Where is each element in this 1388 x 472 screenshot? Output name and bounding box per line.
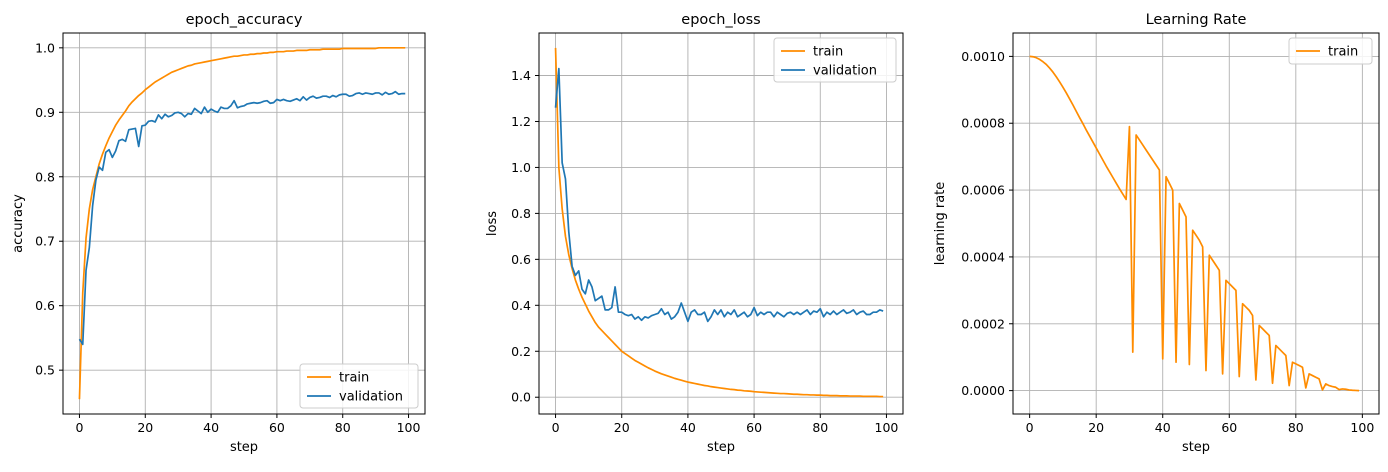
y-tick-label: 0.0006 [961, 183, 1005, 198]
y-tick-label: 0.0002 [961, 316, 1005, 331]
y-axis-label: loss [485, 211, 500, 236]
plot-frame [1012, 32, 1380, 415]
y-axis-label: learning rate [933, 182, 948, 266]
series-line-train [78, 46, 406, 400]
x-axis-label: step [230, 440, 258, 455]
plot-frame [62, 32, 426, 415]
legend-label: validation [339, 390, 403, 405]
chart-title: Learning Rate [1146, 12, 1247, 28]
legend-label: validation [813, 64, 877, 79]
y-tick-label: 0.6 [511, 252, 531, 267]
series-line-validation [554, 67, 884, 323]
y-tick-label: 0.8 [511, 206, 531, 221]
x-tick-label: 40 [203, 420, 219, 435]
legend: train validation [773, 37, 897, 83]
x-tick-label: 20 [614, 420, 630, 435]
y-tick-label: 1.4 [511, 68, 531, 83]
x-tick-label: 20 [137, 420, 153, 435]
y-tick-label: 0.9 [35, 105, 55, 120]
series-line-train [554, 47, 884, 398]
y-tick-label: 0.4 [511, 298, 531, 313]
legend-label: train [813, 45, 843, 60]
x-tick-label: 40 [680, 420, 696, 435]
y-tick-label: 0.8 [35, 169, 55, 184]
chart-panel-1: 0 20 40 60 80 100 0.5 0.6 0.7 0.8 0.9 1.0 epoch_accu… [11, 12, 426, 455]
x-tick-label: 60 [1221, 420, 1237, 435]
y-tick-label: 0.0000 [961, 383, 1005, 398]
y-tick-label: 0.0004 [961, 249, 1005, 264]
y-tick-label: 0.0010 [961, 49, 1005, 64]
legend-frame [1288, 37, 1373, 65]
x-tick-label: 40 [1155, 420, 1171, 435]
plot-frame [538, 32, 904, 415]
chart-panel-2: 0 20 40 60 80 100 0.0 0.2 0.4 0.6 0.8 1.0 1.2 1.4 epoc… [485, 12, 904, 455]
series-line-validation [78, 90, 406, 346]
y-tick-label: 1.2 [511, 114, 531, 129]
x-tick-label: 100 [875, 420, 899, 435]
y-tick-label: 0.2 [511, 344, 531, 359]
x-tick-label: 60 [269, 420, 285, 435]
legend: train [1288, 37, 1373, 65]
y-tick-label: 0.7 [35, 234, 55, 249]
y-tick-label: 1.0 [35, 40, 55, 55]
y-tick-label: 1.0 [511, 160, 531, 175]
chart-title: epoch_accuracy [186, 12, 303, 28]
y-tick-label: 0.0 [511, 390, 531, 405]
x-tick-label: 0 [75, 420, 83, 435]
chart-title: epoch_loss [681, 12, 760, 28]
x-tick-label: 100 [397, 420, 421, 435]
x-tick-label: 60 [746, 420, 762, 435]
x-tick-label: 0 [552, 420, 560, 435]
x-tick-label: 100 [1350, 420, 1374, 435]
x-axis-label: step [1182, 440, 1210, 455]
legend: train validation [299, 363, 419, 409]
legend-label: train [339, 371, 369, 386]
x-tick-label: 80 [335, 420, 351, 435]
x-tick-label: 20 [1088, 420, 1104, 435]
x-tick-label: 80 [812, 420, 828, 435]
legend-frame [773, 37, 897, 83]
legend-label: train [1328, 45, 1358, 60]
y-axis-label: accuracy [11, 194, 26, 253]
x-tick-label: 0 [1026, 420, 1034, 435]
y-tick-label: 0.5 [35, 363, 55, 378]
series-line-train [1029, 55, 1360, 392]
y-tick-label: 0.6 [35, 298, 55, 313]
x-tick-label: 80 [1288, 420, 1304, 435]
y-tick-label: 0.0008 [961, 116, 1005, 131]
legend-frame [299, 363, 419, 409]
x-axis-label: step [707, 440, 735, 455]
chart-panel-3: 0 20 40 60 80 100 0.0000 0.0002 0.0004 0.0006 0.00… [933, 12, 1380, 455]
